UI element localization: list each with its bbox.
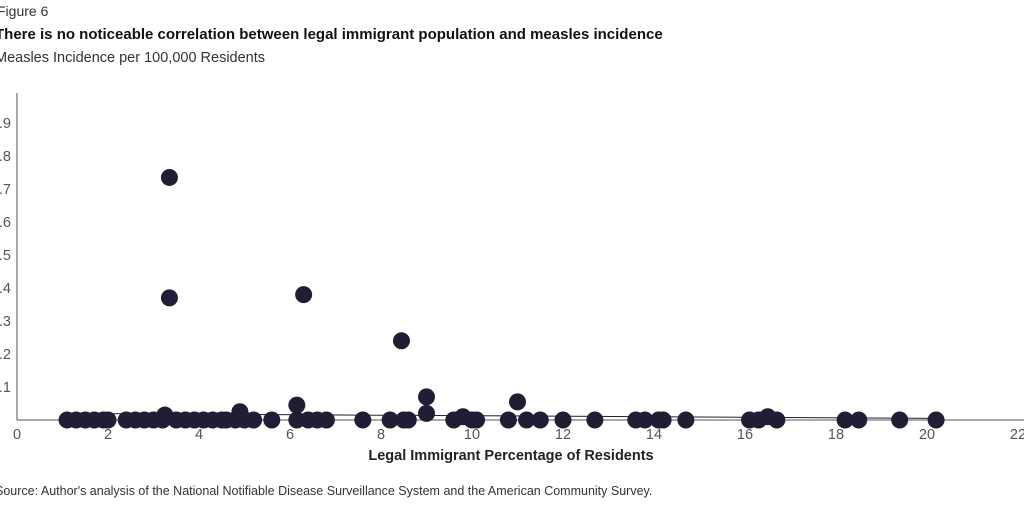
- x-tick-label: 12: [555, 427, 571, 443]
- data-point: [288, 396, 306, 414]
- y-tick-label: 0.3: [0, 314, 11, 330]
- x-tick-label: 0: [13, 427, 21, 443]
- x-tick-labels: 0 2 4 6 8 10 12 14 16 18 20 22: [13, 427, 1024, 443]
- data-point: [399, 411, 417, 429]
- data-point: [927, 411, 945, 429]
- data-point: [99, 411, 117, 429]
- y-tick-label: 0.2: [0, 347, 11, 363]
- y-tick-label: 0.9: [0, 116, 11, 132]
- y-tick-label: 0.8: [0, 149, 11, 165]
- figure-label: Figure 6: [0, 3, 49, 19]
- data-point: [245, 411, 263, 429]
- axes: [16, 93, 1024, 421]
- data-point: [418, 388, 435, 406]
- y-tick-label: 0.6: [0, 215, 11, 231]
- data-point: [381, 411, 399, 429]
- data-point: [354, 411, 372, 429]
- data-point: [295, 286, 313, 304]
- x-tick-label: 16: [737, 427, 753, 443]
- y-tick-labels: 0.1 0.2 0.3 0.4 0.5 0.6 0.7 0.8 0.9: [0, 116, 11, 396]
- data-points: [58, 168, 945, 429]
- x-tick-label: 14: [646, 427, 662, 443]
- chart-subtitle: Measles Incidence per 100,000 Residents: [0, 50, 266, 66]
- data-point: [654, 411, 672, 429]
- x-tick-label: 22: [1010, 427, 1024, 443]
- y-tick-label: 0.5: [0, 248, 11, 264]
- data-point: [586, 411, 604, 429]
- x-tick-label: 20: [919, 427, 935, 443]
- data-point: [160, 289, 178, 307]
- source-note: Source: Author's analysis of the Nationa…: [0, 484, 653, 498]
- data-point: [891, 411, 909, 429]
- data-point: [677, 411, 695, 429]
- x-tick-label: 8: [377, 427, 385, 443]
- x-tick-label: 18: [828, 427, 844, 443]
- chart-title: There is no noticeable correlation betwe…: [0, 26, 663, 43]
- data-point: [468, 411, 486, 429]
- y-tick-label: 0.4: [0, 281, 11, 297]
- data-point: [554, 411, 572, 429]
- data-point: [636, 411, 654, 429]
- x-tick-label: 4: [195, 427, 203, 443]
- data-point: [392, 332, 410, 350]
- x-tick-label: 6: [286, 427, 294, 443]
- data-point: [418, 404, 435, 422]
- data-point: [263, 411, 281, 429]
- x-tick-label: 2: [104, 427, 112, 443]
- data-point: [531, 411, 549, 429]
- x-axis-label: Legal Immigrant Percentage of Residents: [368, 448, 653, 464]
- y-tick-label: 0.7: [0, 182, 11, 198]
- x-tick-label: 10: [464, 427, 480, 443]
- data-point: [499, 411, 517, 429]
- data-point: [317, 411, 335, 429]
- data-point: [509, 393, 526, 411]
- data-point: [160, 168, 178, 186]
- data-point: [768, 411, 786, 429]
- data-point: [850, 411, 868, 429]
- data-point: [518, 411, 536, 429]
- data-point: [836, 411, 854, 429]
- y-tick-label: 0.1: [0, 380, 11, 396]
